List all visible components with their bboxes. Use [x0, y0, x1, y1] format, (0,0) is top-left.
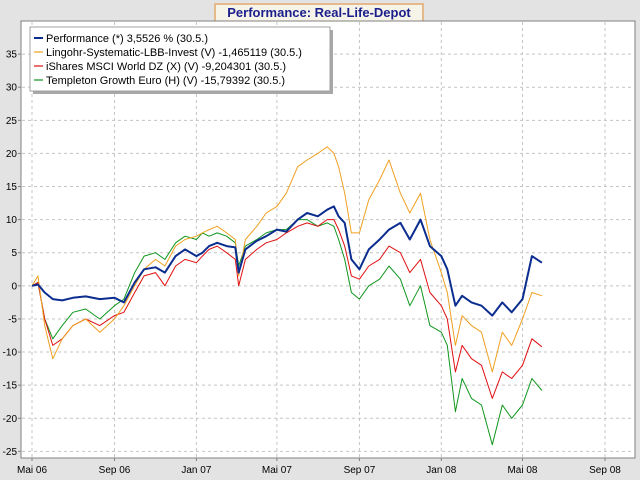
x-axis-ticks: Mai 06 Sep 06 Jan 07 Mai 07 Sep 07 Jan 08 Mai … — [17, 458, 621, 476]
x-tick-label: Sep 07 — [344, 465, 376, 476]
y-tick-label: 20 — [6, 149, 18, 160]
y-tick-label: 30 — [6, 83, 18, 94]
legend-label: iShares MSCI World DZ (X) (V) -9,204301 … — [46, 61, 286, 73]
y-tick-label: 10 — [6, 215, 18, 226]
legend-label: Templeton Growth Euro (H) (V) -15,79392 … — [46, 75, 285, 87]
legend: Performance (*) 3,5526 % (30.5.) Lingohr-… — [29, 26, 333, 94]
y-tick-label: -15 — [3, 381, 18, 392]
y-tick-label: 0 — [11, 281, 17, 292]
x-tick-label: Mai 08 — [507, 465, 537, 476]
series-lines — [31, 146, 543, 446]
legend-box — [29, 26, 331, 92]
x-tick-label: Jan 07 — [181, 465, 211, 476]
series-line-1 — [31, 205, 543, 317]
legend-label: Lingohr-Systematic-LBB-Invest (V) -1,465… — [46, 47, 302, 59]
y-tick-label: -10 — [3, 348, 18, 359]
x-tick-label: Sep 08 — [589, 465, 621, 476]
y-tick-label: 25 — [6, 116, 18, 127]
x-tick-label: Mai 07 — [262, 465, 292, 476]
legend-label: Performance (*) 3,5526 % (30.5.) — [46, 33, 208, 45]
series-line-2 — [31, 146, 543, 373]
y-tick-label: 35 — [6, 50, 18, 61]
series-line-3 — [31, 219, 543, 399]
y-tick-label: 5 — [11, 248, 17, 259]
y-axis-ticks: -25 -20 -15 -10 -5 0 5 10 15 20 25 30 35 — [3, 50, 21, 458]
y-tick-label: -25 — [3, 447, 18, 458]
y-tick-label: 15 — [6, 182, 18, 193]
x-tick-label: Jan 08 — [426, 465, 456, 476]
y-tick-label: -20 — [3, 414, 18, 425]
x-tick-label: Mai 06 — [17, 465, 47, 476]
x-tick-label: Sep 06 — [99, 465, 131, 476]
y-tick-label: -5 — [8, 314, 17, 325]
